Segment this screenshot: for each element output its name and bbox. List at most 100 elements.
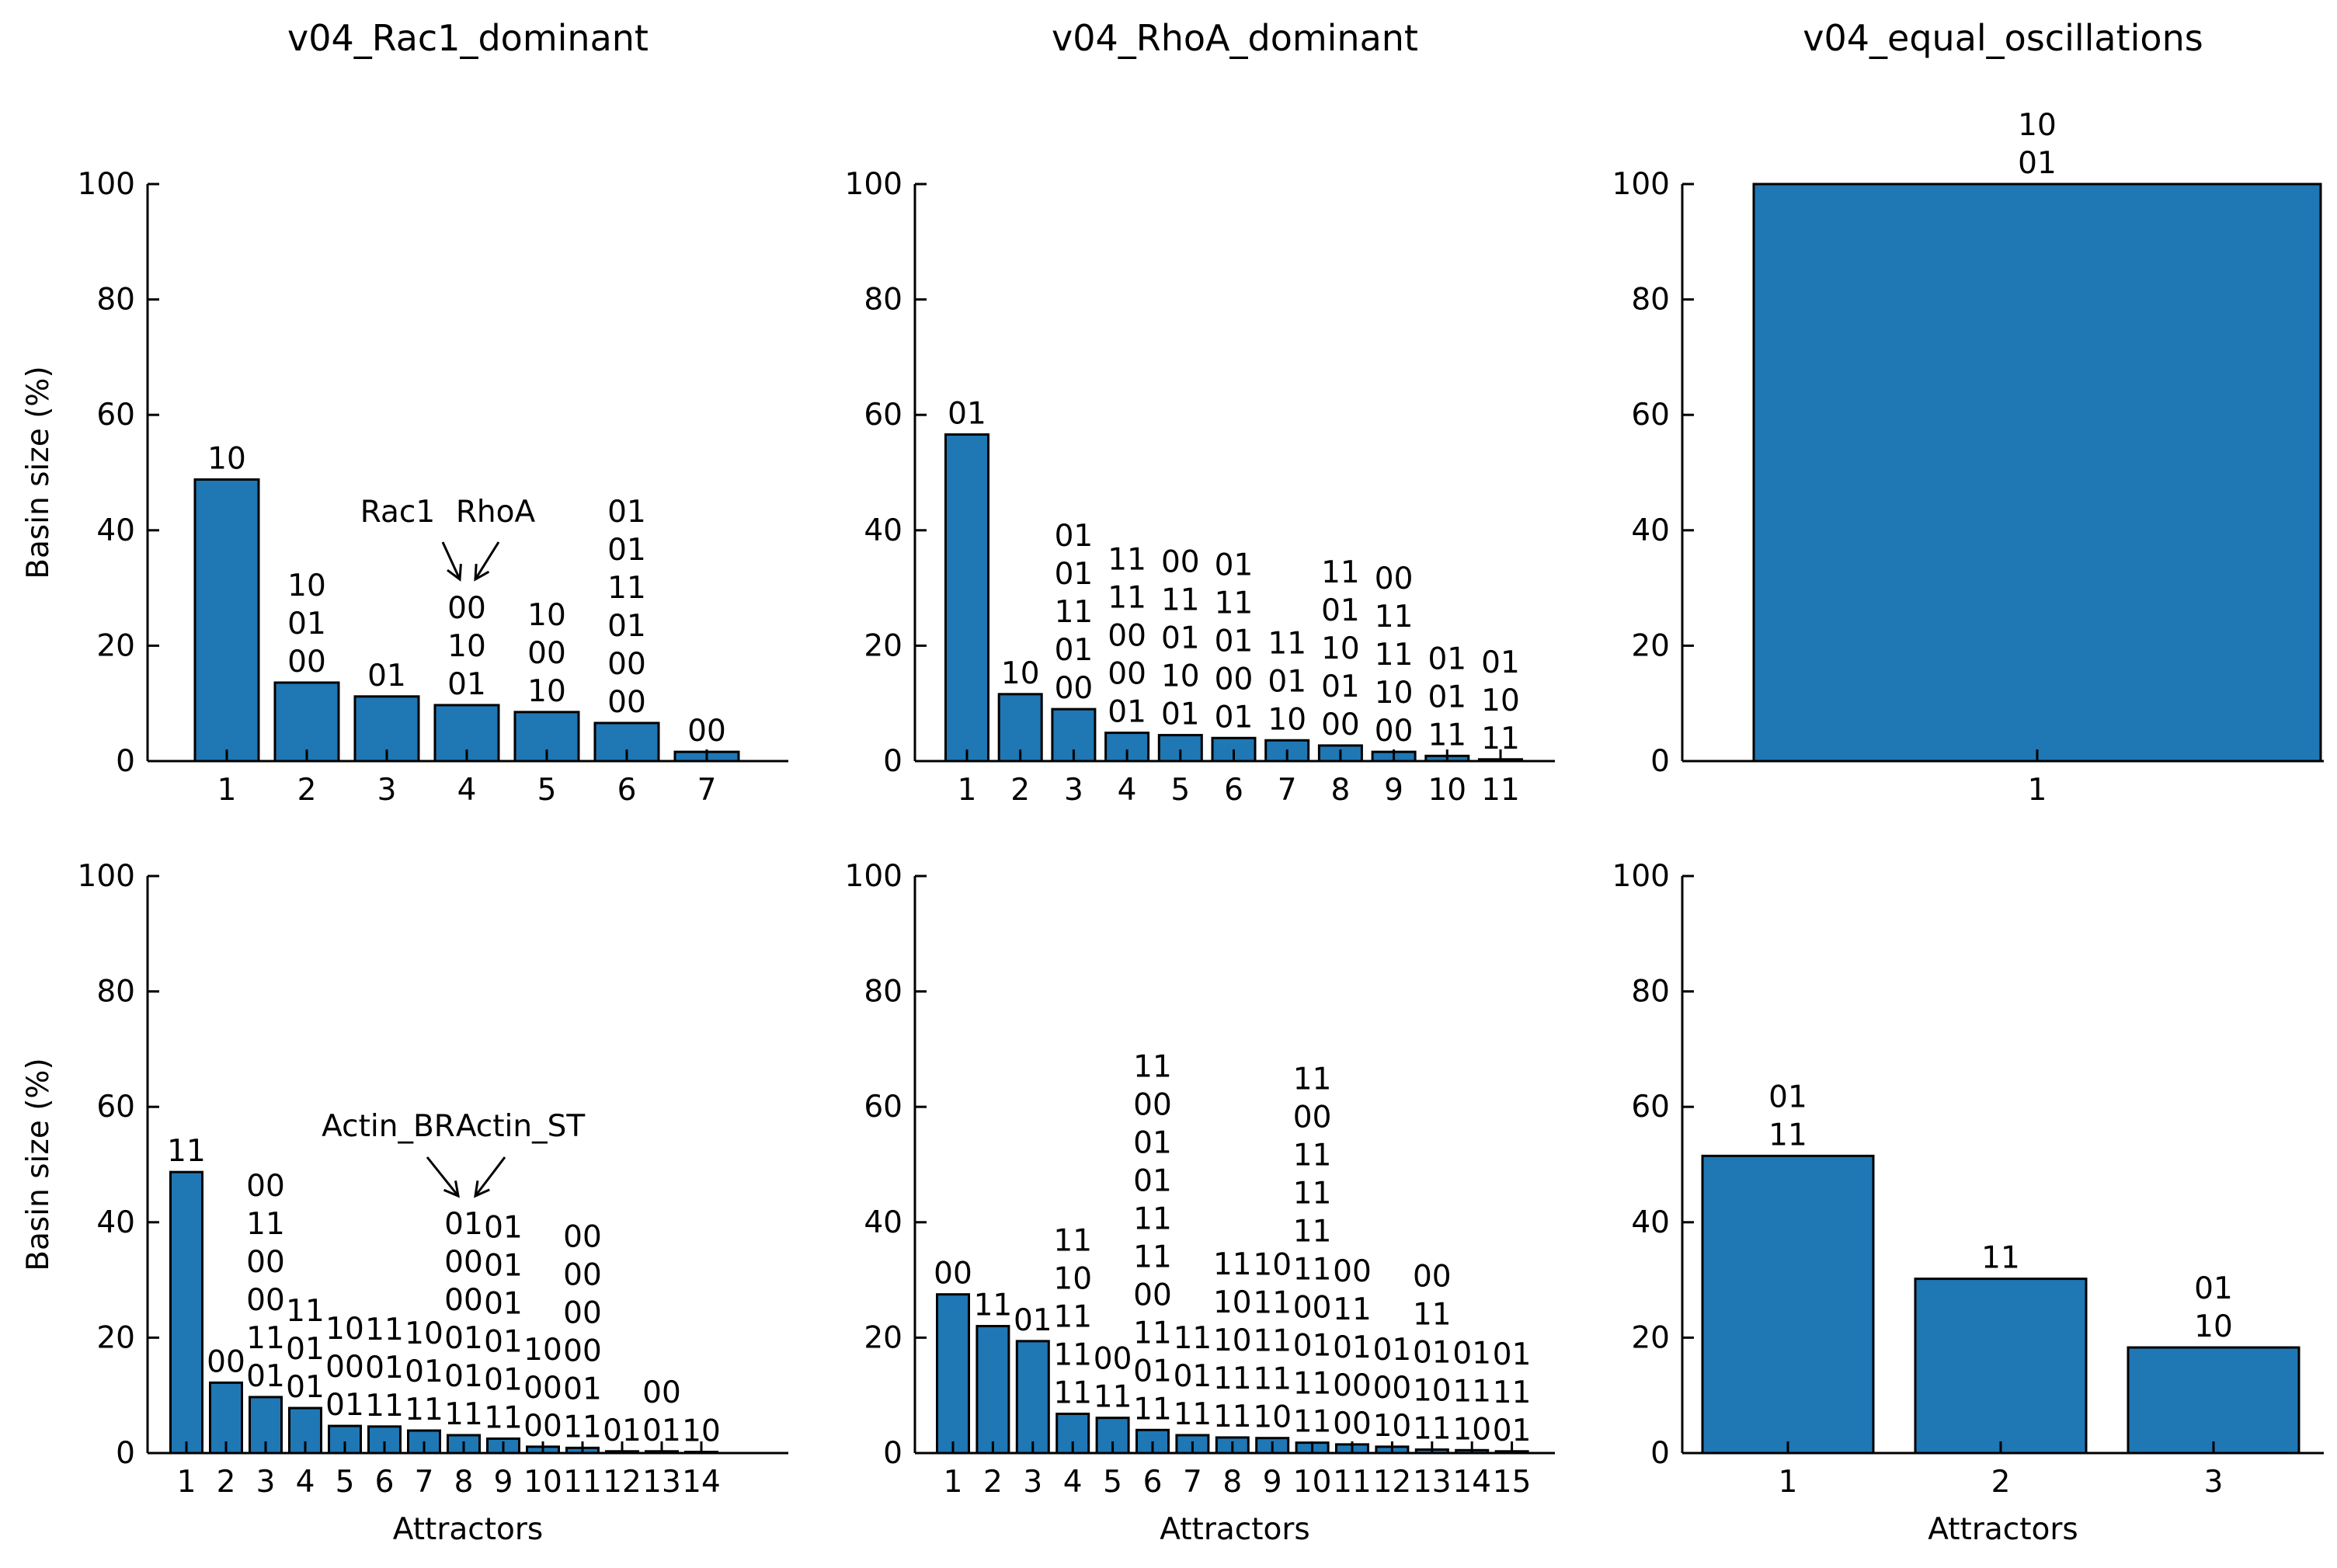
bar [975,1325,1010,1455]
x-tick-label: 7 [1183,1465,1202,1500]
bar-value-label: 11 [1161,583,1200,618]
bar-value-label: 01 [2018,146,2057,181]
x-tick-label: 11 [1481,773,1520,808]
x-tick-label: 6 [617,773,637,808]
bar-value-label: 01 [367,659,406,694]
bar-value-label: 01 [246,1359,285,1394]
bar-value-label: 00 [246,1283,285,1318]
annotation-arrow [426,1156,460,1197]
x-tick-label: 4 [457,773,477,808]
x-axis-label: Attractors [393,1512,543,1547]
bar-value-label: 00 [523,1371,562,1406]
x-tick-label: 11 [563,1465,602,1500]
y-tick-label: 100 [78,859,135,894]
bar-value-label: 01 [447,667,486,702]
bar-value-label: 01 [1373,1333,1412,1368]
x-tick-label: 5 [336,1465,355,1500]
annotation-left-label: Actin_BR [322,1109,455,1144]
bar-value-label: 11 [365,1312,404,1347]
y-tick-label: 0 [116,1436,135,1471]
bar-value-label: 00 [447,591,486,626]
bar-value-label: 11 [1133,1239,1172,1274]
bar-value-label: 11 [1253,1362,1292,1397]
bar-value-label: 10 [1375,676,1414,711]
y-tick-label: 20 [864,628,902,663]
bar-value-label: 11 [1375,638,1414,673]
bar [2127,1346,2300,1455]
bar-value-label: 01 [1215,700,1254,735]
bar [273,681,340,763]
bar-value-label: 00 [1321,708,1360,742]
bar-value-label: 10 [1053,1261,1092,1296]
annotation-right-label: RhoA [456,495,536,530]
y-tick-label: 80 [1631,975,1670,1010]
x-tick-label: 12 [1373,1465,1412,1500]
y-tick-label: 40 [864,513,902,548]
x-tick-label: 14 [682,1465,721,1500]
bar-value-label: 01 [1428,641,1466,676]
x-tick-label: 1 [2028,773,2047,808]
bar-value-label: 01 [1452,1336,1491,1371]
bar-value-label: 11 [607,571,646,606]
bar-value-label: 11 [1333,1292,1372,1327]
bar-value-label: 11 [1133,1392,1172,1427]
y-tick-label: 60 [864,1090,902,1125]
bar-value-label: 11 [1133,1201,1172,1236]
x-tick-label: 7 [697,773,717,808]
x-tick-label: 1 [217,773,237,808]
bar-value-label: 11 [1321,555,1360,590]
bar-value-label: 11 [1413,1298,1452,1333]
bar-value-label: 11 [444,1397,483,1432]
x-tick-label: 8 [1330,773,1350,808]
bar-value-label: 11 [484,1400,523,1435]
bar-value-label: 11 [1293,1215,1332,1250]
x-tick-label: 2 [217,1465,236,1500]
x-tick-label: 3 [377,773,397,808]
y-tick-label: 0 [883,1436,902,1471]
bar-value-label: 10 [1213,1285,1252,1320]
bar-value-label: 11 [1375,600,1414,635]
bar-value-label: 00 [1293,1291,1332,1326]
bar-value-label: 01 [1055,519,1094,554]
bar-value-label: 00 [523,1409,562,1444]
x-tick-label: 15 [1493,1465,1532,1500]
bar-value-label: 11 [405,1392,443,1427]
x-tick-label: 1 [944,1465,963,1500]
x-tick-label: 6 [1224,773,1243,808]
x-tick-label: 2 [983,1465,1003,1500]
bar-value-label: 01 [1014,1303,1052,1338]
y-tick-label: 60 [1631,398,1670,433]
bar-value-label: 01 [1321,669,1360,704]
bar-value-label: 11 [246,1207,285,1242]
bar [209,1381,243,1455]
bar-value-label: 11 [1428,718,1466,753]
y-tick-label: 40 [1631,513,1670,548]
bar-value-label: 01 [1055,557,1094,592]
x-tick-label: 4 [296,1465,315,1500]
bar-value-label: 00 [1133,1278,1172,1312]
bar-value-label: 10 [405,1316,443,1351]
bar-value-label: 00 [1108,619,1146,654]
x-tick-label: 10 [1293,1465,1332,1500]
bar-value-label: 01 [948,396,986,431]
bar-value-label: 01 [1161,621,1200,656]
bar-value-label: 01 [286,1370,325,1405]
bar-value-label: 01 [1133,1354,1172,1389]
x-tick-label: 14 [1452,1465,1491,1500]
bar [1701,1154,1875,1455]
bar-value-label: 10 [325,1312,364,1347]
y-tick-label: 100 [1612,167,1670,202]
bar [193,478,260,763]
x-tick-label: 2 [1991,1465,2011,1500]
bar-value-label: 00 [563,1333,602,1368]
bar-value-label: 11 [1452,1374,1491,1409]
y-tick-label: 40 [96,1205,135,1240]
bar-value-label: 11 [1213,1399,1252,1434]
bar-value-label: 11 [1293,1177,1332,1212]
x-tick-label: 11 [1333,1465,1372,1500]
bar-value-label: 00 [1333,1406,1372,1441]
bar-value-label: 01 [1268,664,1306,699]
y-tick-label: 80 [96,975,135,1010]
y-tick-label: 80 [864,975,902,1010]
